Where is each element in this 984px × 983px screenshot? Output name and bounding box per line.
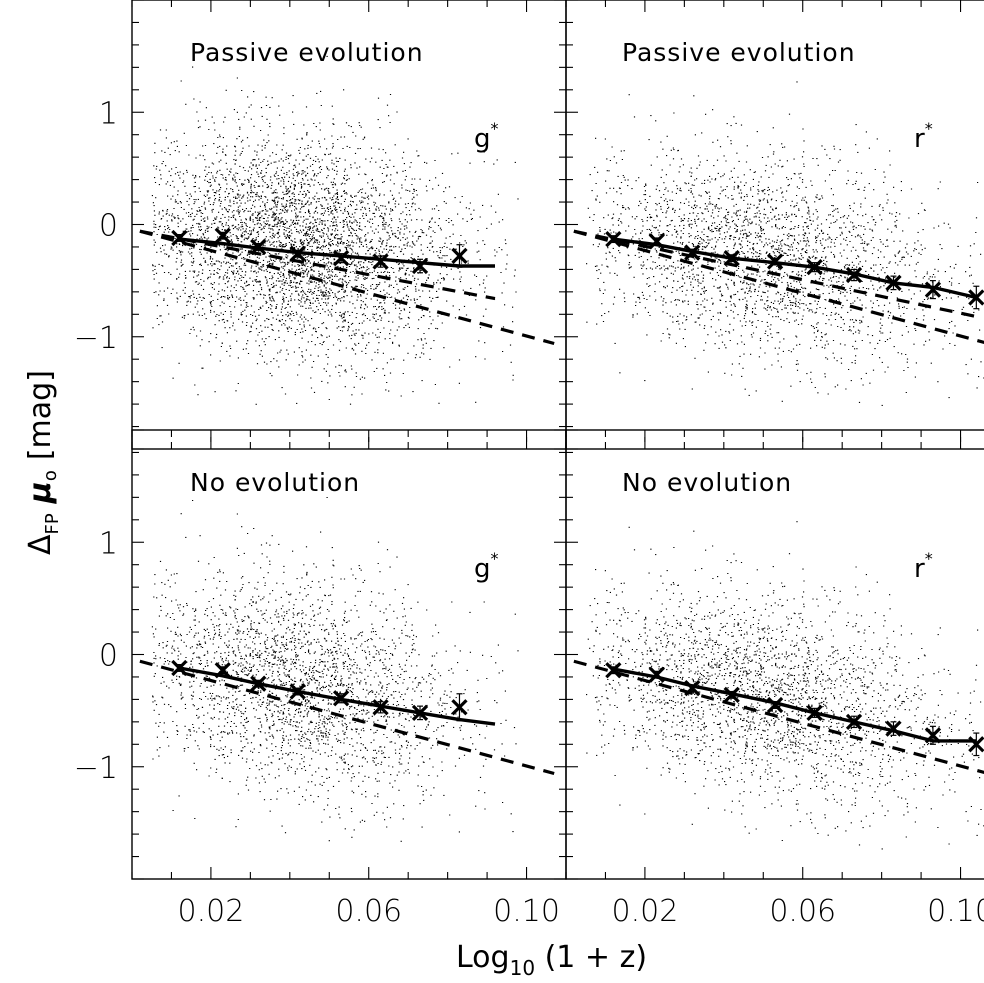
- binned-point: [332, 250, 350, 267]
- binned-point: [451, 699, 468, 716]
- panel-title: Passive evolution: [622, 38, 856, 67]
- binned-point: [451, 247, 468, 265]
- band-label: g*: [474, 119, 499, 154]
- panel-frame: [565, 429, 984, 880]
- y-tick-label: −1: [74, 321, 118, 356]
- y-tick-label: 0: [99, 209, 118, 244]
- scatter-points: [151, 496, 519, 842]
- binned-point: [766, 696, 784, 714]
- binned-point: [806, 259, 823, 276]
- panel-3: No evolution g* 1 0 −1 0.02 0.06 0.10: [74, 429, 567, 929]
- panel-2: Passive evolution r*: [565, 0, 984, 450]
- binned-point: [605, 230, 622, 248]
- binned-point: [214, 227, 231, 244]
- binned-point: [171, 659, 188, 677]
- dashed-relation-line: [573, 659, 984, 775]
- x-tick-label: 0.06: [769, 894, 836, 929]
- binned-point: [968, 736, 984, 753]
- binned-point: [648, 233, 665, 250]
- binned-point: [250, 238, 267, 256]
- band-label: g*: [474, 549, 499, 584]
- panel-frame: [131, 429, 567, 880]
- x-tick-label: 0.06: [335, 894, 402, 929]
- y-axis-label: ΔFPμo[mag]: [23, 370, 63, 555]
- binned-point: [924, 281, 942, 298]
- binned-point: [885, 720, 902, 737]
- binned-point: [684, 680, 701, 697]
- dashed-relation-line: [139, 229, 496, 301]
- binned-point: [845, 713, 863, 730]
- band-label: r*: [914, 549, 933, 584]
- binned-point: [332, 690, 350, 707]
- scatter-points: [151, 55, 519, 405]
- svg-text:ΔFPμo[mag]: ΔFPμo[mag]: [23, 370, 63, 555]
- binned-point: [845, 266, 863, 284]
- x-tick-label: 0.10: [927, 894, 984, 929]
- binned-point: [648, 666, 665, 683]
- panel-title: No evolution: [190, 468, 360, 497]
- y-tick-label: −1: [74, 751, 118, 786]
- dashed-relation-line: [573, 229, 977, 319]
- binned-point: [806, 704, 823, 722]
- x-axis-label: Log10 (1 + z): [456, 940, 647, 980]
- dashed-relation-line: [573, 229, 984, 345]
- panel-4: No evolution r* 0.02 0.06 0.10: [565, 429, 984, 929]
- panel-title: Passive evolution: [190, 38, 424, 67]
- binned-point: [924, 727, 942, 744]
- binned-point: [723, 250, 740, 267]
- x-tick-label: 0.02: [178, 894, 245, 929]
- panel-1: Passive evolution g* 1 0 −1: [74, 0, 567, 450]
- binned-point: [214, 662, 231, 679]
- binned-point: [171, 229, 188, 247]
- binned-point: [723, 686, 740, 704]
- x-tick-label: 0.02: [612, 894, 679, 929]
- panel-title: No evolution: [622, 468, 792, 497]
- band-label: r*: [914, 119, 933, 154]
- dashed-relation-line: [139, 659, 555, 776]
- scatter-points: [586, 521, 984, 850]
- binned-point: [289, 683, 306, 700]
- y-tick-label: 1: [99, 96, 118, 131]
- fit-line: [612, 667, 977, 743]
- binned-point: [605, 662, 622, 679]
- scatter-points: [586, 81, 984, 406]
- fit-line: [613, 237, 977, 300]
- x-tick-label: 0.10: [493, 894, 560, 929]
- binned-point: [411, 704, 429, 722]
- binned-point: [766, 253, 784, 270]
- binned-point: [372, 699, 389, 716]
- panel-frame: [565, 0, 984, 450]
- binned-point: [885, 274, 902, 292]
- y-tick-label: 0: [99, 639, 118, 674]
- binned-point: [684, 244, 701, 261]
- panel-frame: [131, 0, 567, 450]
- y-tick-label: 1: [99, 526, 118, 561]
- binned-point: [372, 253, 389, 270]
- binned-point: [250, 675, 267, 692]
- dashed-relation-line: [139, 229, 555, 346]
- binned-point: [968, 289, 984, 306]
- binned-point: [289, 245, 306, 262]
- binned-point: [411, 257, 429, 275]
